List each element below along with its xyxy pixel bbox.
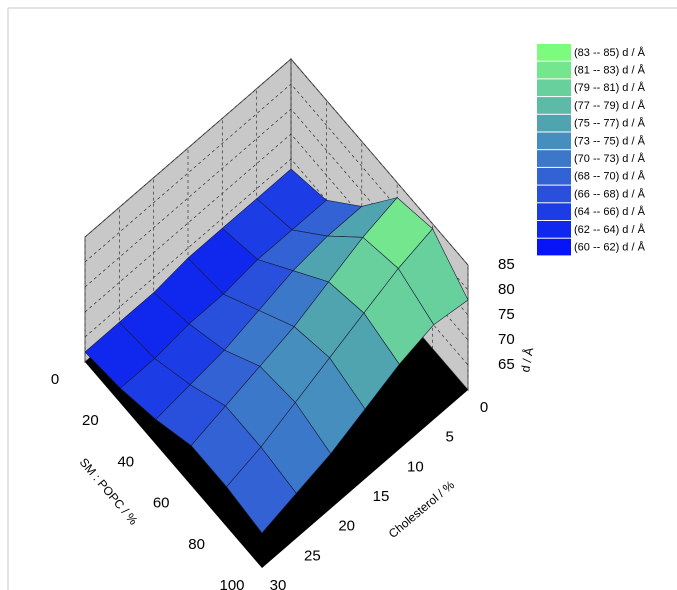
legend-label: (79 -- 81) d / Å <box>574 81 646 94</box>
legend-swatch <box>537 44 571 61</box>
legend-swatch <box>537 79 571 97</box>
y-tick-label: 0 <box>480 399 488 416</box>
legend-label: (73 -- 75) d / Å <box>574 134 646 147</box>
z-tick-label: 80 <box>498 281 515 298</box>
x-tick-label: 40 <box>117 453 134 470</box>
legend-swatch <box>537 61 571 79</box>
y-tick-label: 20 <box>338 518 355 535</box>
legend-label: (81 -- 83) d / Å <box>574 63 646 76</box>
surface-patch <box>226 446 297 534</box>
legend-label: (62 -- 64) d / Å <box>574 223 646 236</box>
z-tick-label: 85 <box>498 256 515 273</box>
x-tick-label: 20 <box>82 412 99 429</box>
legend-swatch <box>537 132 571 150</box>
legend-swatch <box>537 167 571 185</box>
y-tick-label: 15 <box>373 488 390 505</box>
legend-label: (66 -- 68) d / Å <box>574 187 646 200</box>
y-tick-label: 25 <box>304 547 321 564</box>
legend-label: (60 -- 62) d / Å <box>574 240 646 253</box>
legend-swatch <box>537 185 571 203</box>
grid-line <box>84 83 469 291</box>
z-tick-label: 75 <box>498 306 515 323</box>
y-tick-label: 10 <box>407 458 424 475</box>
x-tick-label: 60 <box>153 495 170 512</box>
x-tick-label: 0 <box>51 371 59 388</box>
legend-label: (68 -- 70) d / Å <box>574 170 646 183</box>
y-tick-label: 30 <box>270 577 287 590</box>
x-tick-label: 100 <box>219 577 244 590</box>
legend-label: (77 -- 79) d / Å <box>574 99 646 112</box>
legend-label: (75 -- 77) d / Å <box>574 117 646 130</box>
legend: (83 -- 85) d / Å (81 -- 83) d / Å (79 -- 8… <box>537 44 646 256</box>
z-axis-title: d / Å <box>517 346 536 373</box>
z-tick-label: 65 <box>498 356 515 373</box>
legend-label: (70 -- 73) d / Å <box>574 152 646 165</box>
grid-line <box>84 58 469 266</box>
legend-swatch <box>537 114 571 132</box>
legend-swatch <box>537 97 571 114</box>
legend-label: (64 -- 66) d / Å <box>574 205 646 218</box>
surface <box>84 168 469 534</box>
x-tick-label: 80 <box>188 536 205 553</box>
legend-swatch <box>537 150 571 167</box>
legend-swatch <box>537 203 571 220</box>
legend-label: (83 -- 85) d / Å <box>574 46 646 59</box>
legend-swatch <box>537 238 571 256</box>
y-tick-label: 5 <box>445 429 453 446</box>
z-tick-label: 70 <box>498 331 515 348</box>
legend-swatch <box>537 221 571 238</box>
